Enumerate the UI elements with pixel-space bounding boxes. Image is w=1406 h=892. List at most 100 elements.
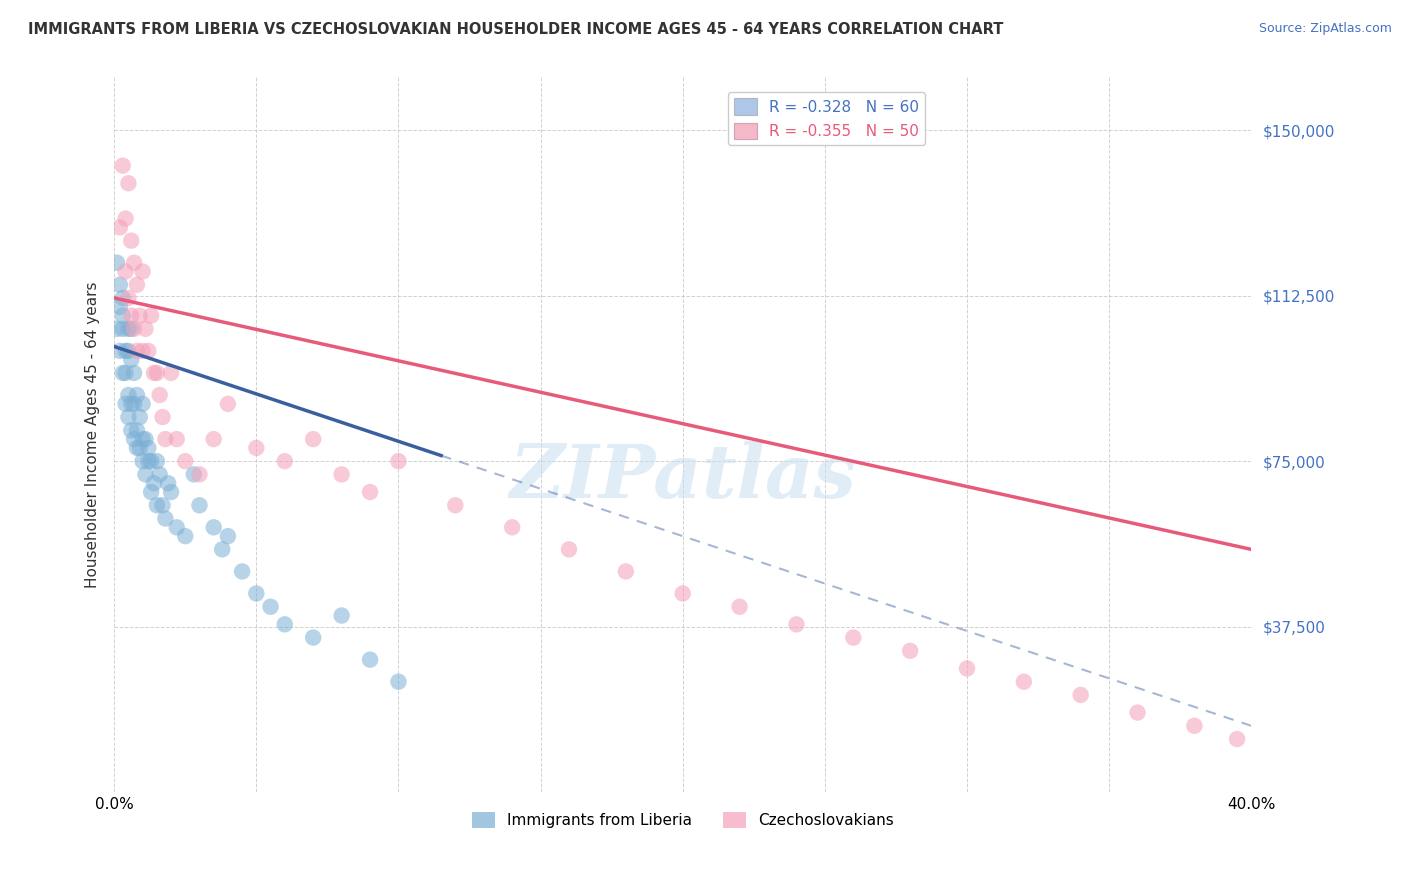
Point [174,454,197,468]
Point [1226,732,1249,747]
Point [1126,706,1149,720]
Legend: Immigrants from Liberia, Czechoslovakians: Immigrants from Liberia, Czechoslovakian… [465,806,900,834]
Point [125,441,148,455]
Point [183,467,205,482]
Point [111,309,134,323]
Point [330,467,353,482]
Point [898,644,921,658]
Point [111,291,134,305]
Point [245,441,267,455]
Point [146,498,169,512]
Point [501,520,523,534]
Point [139,485,162,500]
Point [274,454,297,468]
Point [143,476,166,491]
Point [117,322,139,336]
Point [108,300,131,314]
Point [111,159,134,173]
Point [157,476,180,491]
Point [131,343,153,358]
Point [387,454,409,468]
Point [359,653,381,667]
Point [444,498,467,512]
Point [146,366,169,380]
Point [122,366,145,380]
Point [842,631,865,645]
Point [134,432,156,446]
Point [1012,674,1035,689]
Point [122,322,145,336]
Point [120,234,142,248]
Point [188,498,211,512]
Point [166,520,188,534]
Point [125,388,148,402]
Point [122,397,145,411]
Point [302,631,325,645]
Point [125,343,148,358]
Point [114,397,136,411]
Point [117,410,139,425]
Point [202,432,225,446]
Point [136,343,159,358]
Point [152,410,174,425]
Point [174,529,197,543]
Point [217,397,239,411]
Point [134,467,156,482]
Point [105,322,128,336]
Point [114,366,136,380]
Point [120,322,142,336]
Point [259,599,281,614]
Point [136,441,159,455]
Point [120,352,142,367]
Point [211,542,233,557]
Text: Source: ZipAtlas.com: Source: ZipAtlas.com [1258,22,1392,36]
Point [131,397,153,411]
Point [114,211,136,226]
Point [139,309,162,323]
Point [558,542,581,557]
Point [128,441,150,455]
Point [672,586,695,600]
Point [202,520,225,534]
Point [152,498,174,512]
Point [160,366,183,380]
Point [117,388,139,402]
Point [114,264,136,278]
Point [105,255,128,269]
Point [111,322,134,336]
Point [143,366,166,380]
Point [128,309,150,323]
Point [166,432,188,446]
Point [108,277,131,292]
Point [108,220,131,235]
Point [125,423,148,437]
Point [131,454,153,468]
Point [188,467,211,482]
Point [120,309,142,323]
Point [359,485,381,500]
Point [134,322,156,336]
Point [302,432,325,446]
Point [117,176,139,190]
Point [728,599,751,614]
Point [155,432,177,446]
Point [122,255,145,269]
Y-axis label: Householder Income Ages 45 - 64 years: Householder Income Ages 45 - 64 years [86,282,100,588]
Point [120,397,142,411]
Point [1070,688,1092,702]
Point [330,608,353,623]
Point [131,432,153,446]
Point [117,343,139,358]
Point [245,586,267,600]
Point [128,410,150,425]
Point [785,617,807,632]
Point [1184,719,1206,733]
Point [274,617,297,632]
Point [231,565,253,579]
Point [146,454,169,468]
Point [217,529,239,543]
Point [160,485,183,500]
Point [111,366,134,380]
Point [155,511,177,525]
Point [114,343,136,358]
